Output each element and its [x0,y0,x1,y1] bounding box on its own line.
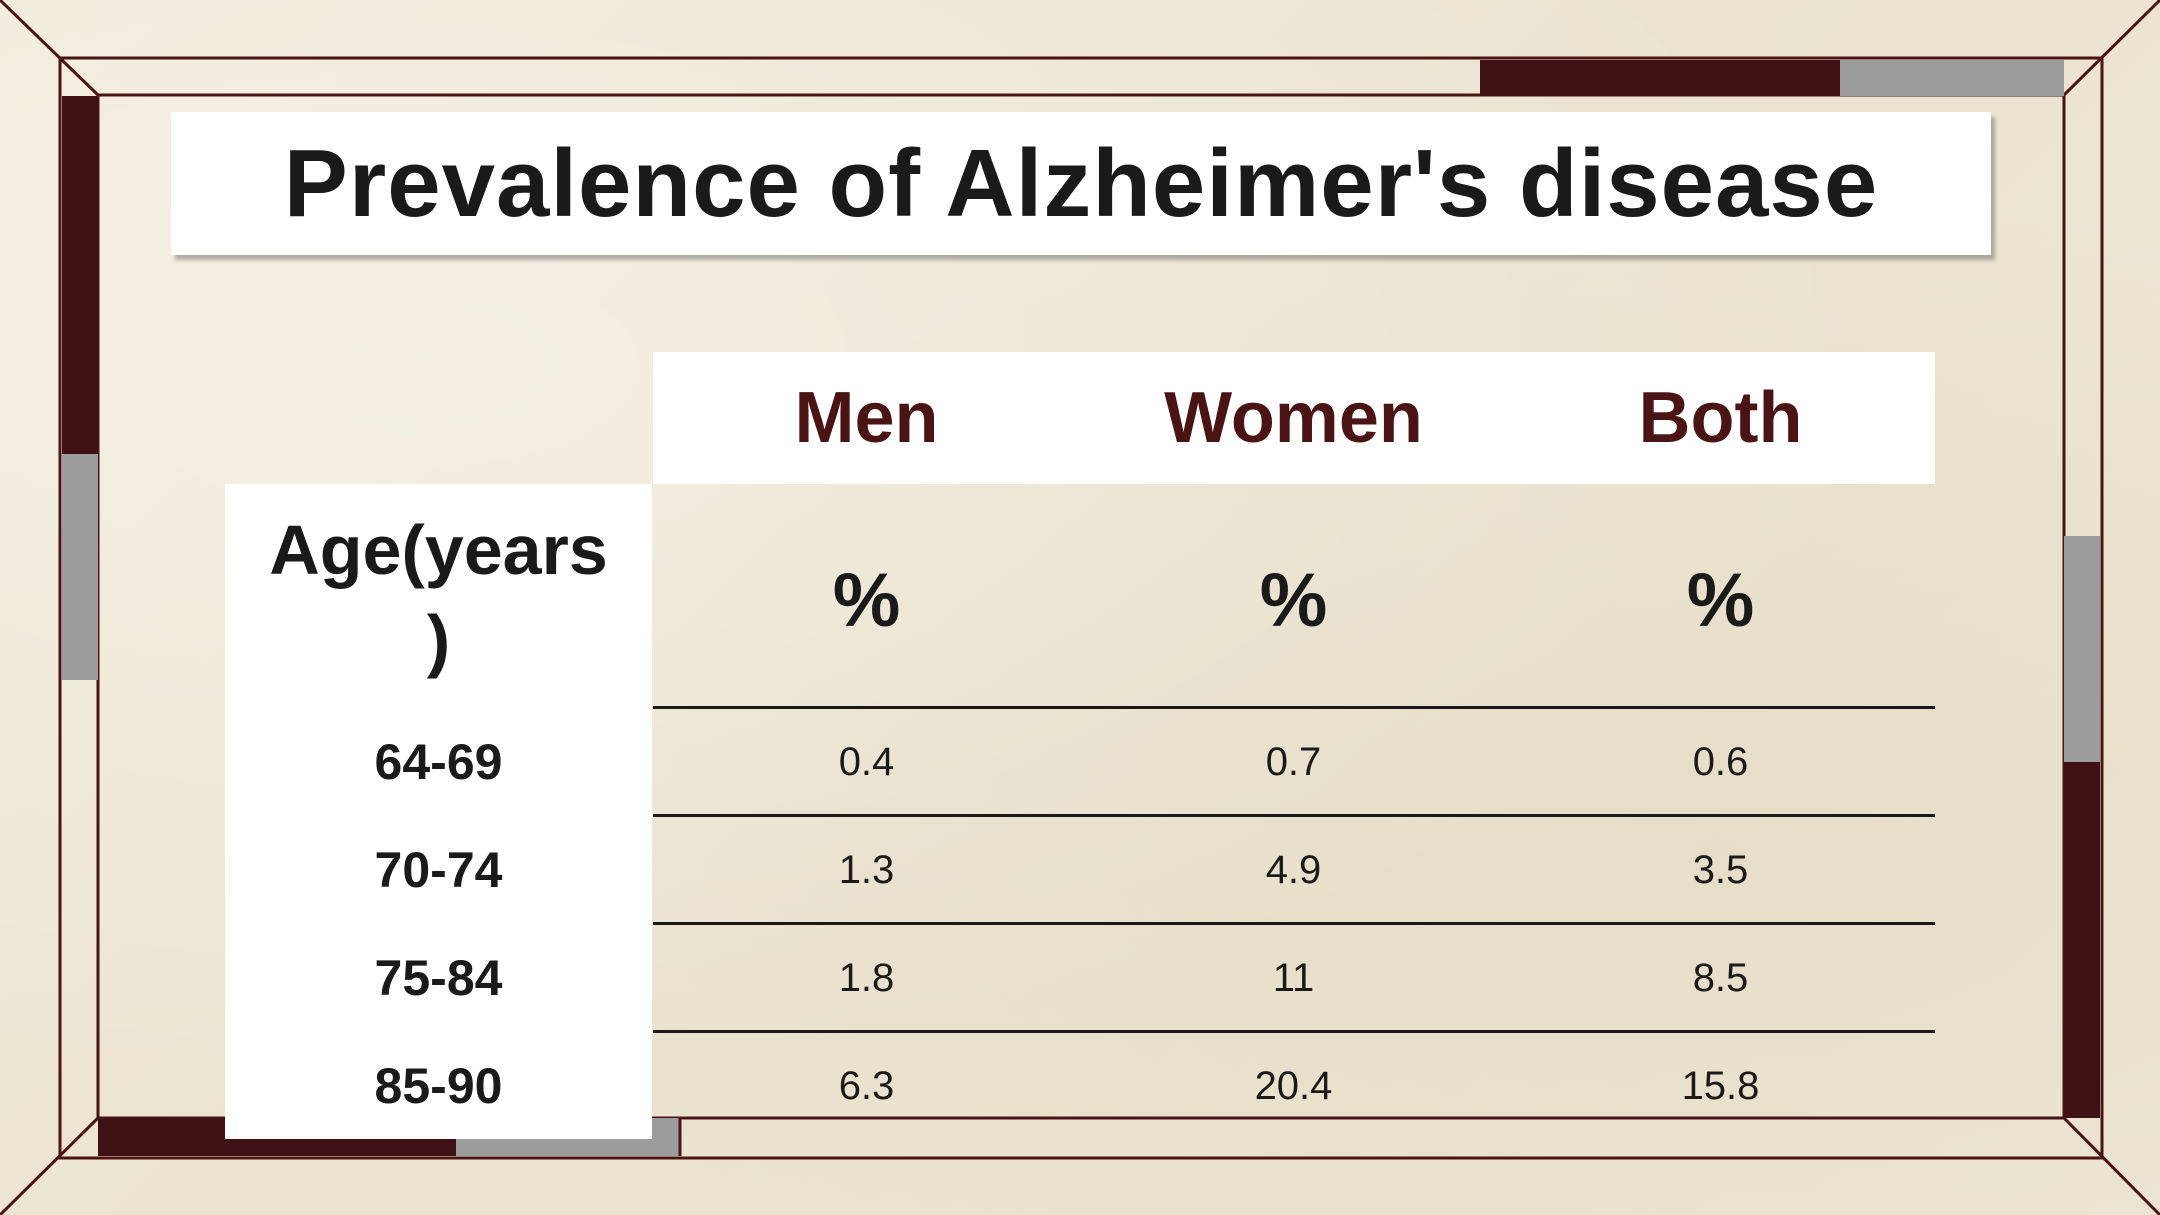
page-title: Prevalence of Alzheimer's disease [283,129,1879,237]
title-box: Prevalence of Alzheimer's disease [171,112,1991,255]
table-cell: 0.7 [1265,739,1322,784]
table-rule [653,706,1935,709]
table-cell: 4.9 [1265,847,1322,892]
age-column-background [225,484,652,1139]
table-rule [653,1030,1935,1033]
table-cell: 20.4 [1254,1063,1333,1108]
table-cell: 0.4 [838,739,895,784]
column-header-both: Both [1638,378,1803,458]
table-rule [653,814,1935,817]
unit-both: % [1686,557,1755,643]
table-rule [653,922,1935,925]
age-label: 75-84 [374,950,503,1006]
unit-women: % [1259,557,1328,643]
table-cell: 1.3 [838,847,895,892]
table-cell: 0.6 [1692,739,1749,784]
unit-men: % [832,557,901,643]
table-cell: 15.8 [1681,1063,1760,1108]
age-column-header: Age(years ) [269,511,608,679]
age-label: 85-90 [374,1058,503,1114]
table-cell: 1.8 [838,955,895,1000]
column-header-men: Men [794,378,939,458]
table-cell: 11 [1272,955,1315,1000]
age-label: 70-74 [374,842,503,898]
age-label: 64-69 [374,734,503,790]
column-header-women: Women [1164,378,1423,458]
table-cell: 8.5 [1692,955,1749,1000]
column-header-background [653,352,1935,484]
table-cell: 6.3 [838,1063,895,1108]
table-cell: 3.5 [1692,847,1749,892]
